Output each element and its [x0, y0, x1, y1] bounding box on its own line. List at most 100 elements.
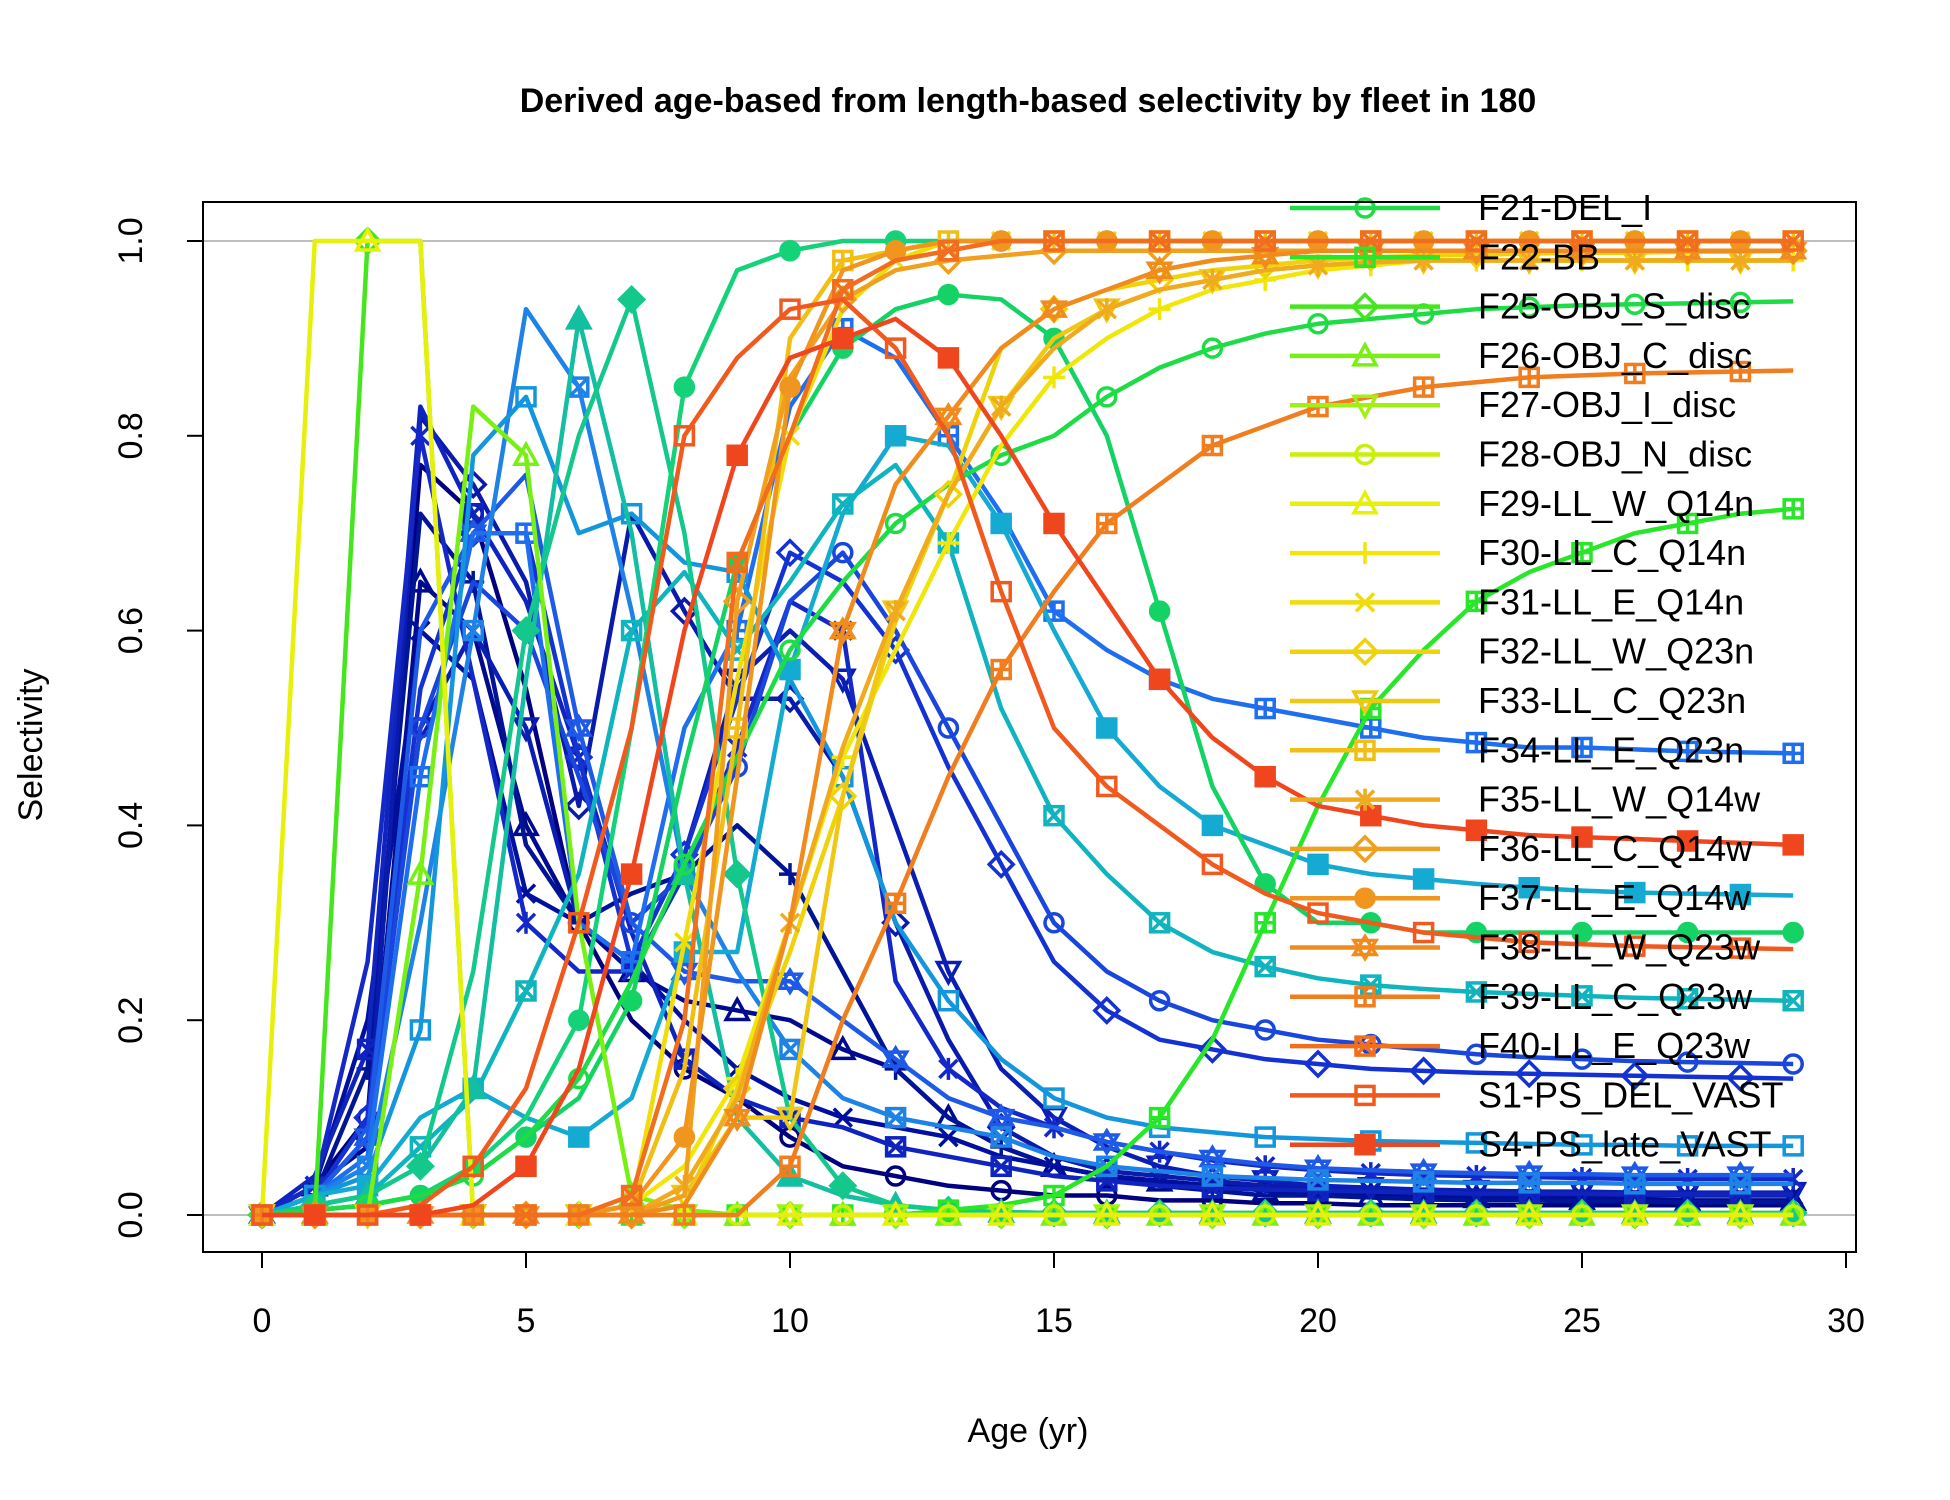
- data-point: [1092, 1127, 1121, 1157]
- data-point: [1624, 249, 1646, 272]
- plot-frame: [202, 201, 1857, 1253]
- data-point: [1676, 988, 1699, 1010]
- legend-label: F32-LL_W_Q23n: [1478, 631, 1754, 672]
- data-point: [1518, 249, 1540, 272]
- data-point: [1729, 360, 1752, 383]
- data-point: [1096, 775, 1118, 798]
- data-point: [304, 1204, 326, 1226]
- data-point: [1148, 600, 1171, 622]
- data-point: [1254, 268, 1277, 291]
- series-39: [262, 316, 1804, 1226]
- legend-label: S4-PS_late_VAST: [1478, 1124, 1771, 1165]
- data-point: [1412, 1171, 1435, 1193]
- data-point: [1465, 590, 1488, 613]
- legend-item: F21-DEL_I: [1290, 187, 1652, 228]
- data-point: [937, 989, 960, 1012]
- legend-marker: [1354, 1133, 1376, 1156]
- legend-item: F36-LL_C_Q14w: [1290, 828, 1753, 869]
- data-point: [1197, 1034, 1227, 1064]
- x-tick-label: 30: [1827, 1302, 1865, 1340]
- y-tick-label: 0.4: [112, 802, 150, 849]
- legend: F21-DEL_I F22-BB F25-OBJ_S_disc F26-OBJ_C_d…: [1290, 187, 1783, 1165]
- data-point: [723, 995, 752, 1022]
- data-point: [1676, 230, 1699, 252]
- series-9: [261, 541, 1804, 1218]
- data-point: [1465, 230, 1488, 252]
- data-point: [1624, 1173, 1646, 1195]
- data-point: [881, 1200, 910, 1226]
- data-point: [1518, 366, 1540, 389]
- legend-item: F37-LL_E_Q14w: [1290, 877, 1751, 918]
- x-tick-label: 0: [253, 1302, 272, 1340]
- data-point: [1571, 541, 1593, 564]
- data-point: [990, 580, 1012, 603]
- data-point: [1254, 1126, 1276, 1148]
- data-point: [1409, 1200, 1438, 1226]
- legend-label: F35-LL_W_Q14w: [1478, 779, 1761, 820]
- legend-marker: [1354, 542, 1376, 565]
- data-point: [1148, 989, 1171, 1012]
- data-point: [779, 1038, 801, 1061]
- data-point: [1413, 249, 1434, 272]
- data-point: [937, 531, 960, 554]
- data-point: [1782, 1135, 1804, 1157]
- data-point: [515, 1204, 537, 1226]
- data-point: [1307, 902, 1329, 924]
- y-axis: 0.0 0.2 0.4 0.6 0.8 1.0: [112, 217, 204, 1239]
- data-point: [937, 347, 960, 369]
- data-point: [937, 283, 960, 306]
- data-point: [779, 239, 801, 262]
- data-point: [884, 337, 907, 359]
- data-point: [990, 1155, 1012, 1178]
- data-point: [1254, 230, 1276, 252]
- legend-item: F29-LL_W_Q14n: [1290, 483, 1754, 524]
- data-point: [674, 932, 695, 953]
- data-point: [568, 1009, 590, 1031]
- data-point: [1148, 230, 1171, 252]
- data-point: [515, 1155, 537, 1178]
- data-point: [1782, 498, 1804, 520]
- data-point: [1254, 912, 1276, 934]
- legend-item: F27-OBJ_I_disc: [1290, 384, 1736, 425]
- data-point: [1571, 921, 1593, 944]
- data-point: [722, 586, 752, 616]
- data-point: [937, 239, 960, 262]
- data-point: [1092, 995, 1122, 1025]
- data-point: [1096, 512, 1118, 535]
- data-point: [1730, 249, 1751, 272]
- data-point: [353, 226, 383, 256]
- data-point: [1198, 1200, 1227, 1226]
- data-point: [884, 512, 907, 535]
- data-point: [779, 298, 801, 320]
- data-point: [1465, 981, 1488, 1003]
- data-point: [1043, 1087, 1065, 1109]
- data-point: [1465, 1132, 1488, 1154]
- data-point: [1043, 912, 1065, 934]
- data-point: [1726, 1200, 1755, 1226]
- data-point: [1201, 337, 1224, 359]
- data-point: [779, 376, 801, 398]
- data-point: [884, 1106, 907, 1129]
- series-37: [262, 230, 1804, 1226]
- data-point: [934, 401, 963, 431]
- legend-marker: [1351, 489, 1379, 515]
- data-point: [1518, 1172, 1540, 1194]
- data-point: [410, 424, 431, 447]
- data-point: [511, 616, 541, 646]
- data-point: [1409, 1056, 1439, 1086]
- data-point: [515, 386, 537, 408]
- legend-label: F37-LL_E_Q14w: [1478, 877, 1751, 918]
- legend-label: F21-DEL_I: [1478, 187, 1652, 228]
- data-point: [1043, 512, 1065, 535]
- series-line: [261, 462, 1794, 1218]
- data-point: [934, 960, 963, 987]
- data-point: [775, 538, 805, 568]
- data-point: [1782, 834, 1804, 856]
- legend-label: F29-LL_W_Q14n: [1478, 483, 1754, 524]
- data-point: [353, 226, 382, 252]
- data-point: [1039, 294, 1069, 324]
- data-point: [620, 1184, 643, 1207]
- data-point: [832, 541, 854, 564]
- x-tick-label: 5: [517, 1302, 536, 1340]
